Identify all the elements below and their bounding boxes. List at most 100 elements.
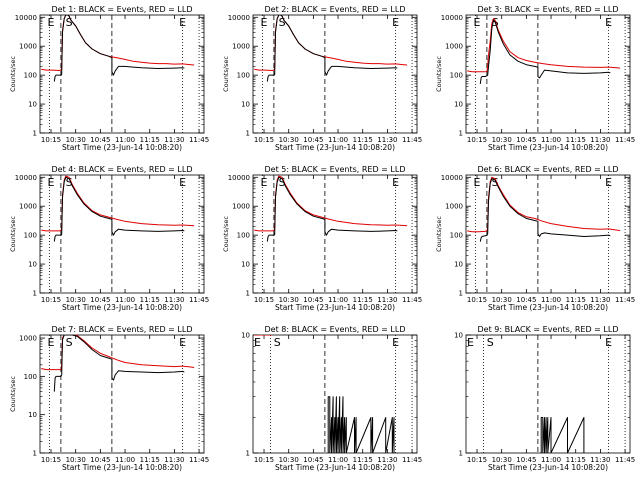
x-tick-label: 11:15: [353, 136, 373, 144]
x-axis-label: Start Time (23-Jun-14 10:08:20): [275, 303, 395, 312]
x-axis-label: Start Time (23-Jun-14 10:08:20): [275, 143, 395, 152]
y-tick-label: 10: [454, 101, 463, 109]
y-tick-label: 10: [241, 261, 250, 269]
x-tick-label: 10:15: [254, 296, 274, 304]
event-marker-e: E: [474, 176, 481, 189]
x-tick-label: 10:30: [279, 296, 299, 304]
x-tick-label: 10:15: [467, 456, 487, 464]
event-marker-e: E: [467, 336, 474, 349]
x-tick-label: 10:30: [492, 456, 512, 464]
x-tick-label: 10:15: [254, 456, 274, 464]
events-series-line: [53, 335, 185, 392]
x-tick-label: 10:45: [303, 136, 323, 144]
events-series-line: [53, 176, 185, 242]
y-tick-label: 10000: [228, 174, 250, 182]
x-tick-label: 10:45: [516, 136, 536, 144]
plot-frame: [465, 174, 631, 294]
x-axis-label: Start Time (23-Jun-14 10:08:20): [62, 143, 182, 152]
x-tick-label: 11:30: [590, 296, 610, 304]
y-tick-label: 1000: [232, 43, 250, 51]
x-tick-label: 10:45: [516, 296, 536, 304]
plot-frame: [39, 174, 205, 294]
event-marker-e: E: [48, 336, 55, 349]
y-tick-label: 1000: [445, 43, 463, 51]
events-series-line: [540, 417, 585, 453]
x-tick-label: 11:45: [189, 456, 209, 464]
x-tick-label: 11:00: [541, 136, 561, 144]
y-tick-label: 100: [450, 232, 463, 240]
detector-panel: Det 2: BLACK = Events, RED = LLD 10:15 10:…: [222, 5, 422, 152]
panel-title: Det 2: BLACK = Events, RED = LLD: [265, 5, 406, 14]
event-marker-e: E: [179, 16, 186, 29]
x-tick-label: 11:30: [377, 296, 397, 304]
panel-title: Det 5: BLACK = Events, RED = LLD: [265, 165, 406, 174]
y-axis-label: Counts/sec: [9, 376, 17, 412]
plot-frame: [465, 14, 631, 134]
y-tick-label: 100: [450, 72, 463, 80]
y-tick-label: 1: [33, 450, 37, 458]
lld-series-line: [41, 175, 195, 232]
y-axis-label: Counts/sec: [222, 56, 230, 92]
y-tick-label: 10: [454, 332, 463, 340]
y-tick-label: 1: [246, 450, 250, 458]
events-series-line: [266, 15, 398, 82]
panel-title: Det 7: BLACK = Events, RED = LLD: [52, 325, 193, 334]
x-tick-label: 10:15: [41, 456, 61, 464]
event-marker-e: E: [261, 16, 268, 29]
x-tick-label: 11:00: [115, 456, 135, 464]
y-axis-label: Counts/sec: [435, 56, 443, 92]
y-tick-label: 1000: [232, 203, 250, 211]
y-tick-label: 100: [237, 232, 250, 240]
x-tick-label: 10:30: [66, 136, 86, 144]
event-marker-s: S: [66, 16, 73, 29]
x-tick-label: 11:15: [353, 456, 373, 464]
event-marker-s: S: [274, 336, 281, 349]
detector-panel: Det 4: BLACK = Events, RED = LLD 10:15 10:…: [9, 165, 209, 312]
x-axis-label: Start Time (23-Jun-14 10:08:20): [488, 463, 608, 472]
event-marker-s: S: [279, 16, 286, 29]
y-tick-label: 10000: [15, 14, 37, 22]
x-tick-label: 10:45: [516, 456, 536, 464]
plot-frame: [39, 334, 205, 454]
x-tick-label: 10:15: [41, 136, 61, 144]
panel-title: Det 6: BLACK = Events, RED = LLD: [478, 165, 619, 174]
x-tick-label: 11:00: [541, 456, 561, 464]
x-tick-label: 10:45: [90, 296, 110, 304]
y-tick-label: 10000: [441, 174, 463, 182]
y-tick-label: 1: [459, 290, 463, 298]
y-axis-label: Counts/sec: [9, 216, 17, 252]
detector-panel: Det 5: BLACK = Events, RED = LLD 10:15 10:…: [222, 165, 422, 312]
y-tick-label: 100: [24, 373, 37, 381]
y-tick-label: 1: [33, 290, 37, 298]
panel-title: Det 9: BLACK = Events, RED = LLD: [478, 325, 619, 334]
y-tick-label: 1: [33, 130, 37, 138]
y-tick-label: 1000: [19, 203, 37, 211]
y-tick-label: 10000: [228, 14, 250, 22]
x-tick-label: 11:15: [566, 456, 586, 464]
x-tick-label: 10:45: [303, 456, 323, 464]
panel-title: Det 4: BLACK = Events, RED = LLD: [52, 165, 193, 174]
x-tick-label: 11:45: [615, 456, 635, 464]
x-axis-label: Start Time (23-Jun-14 10:08:20): [488, 303, 608, 312]
x-tick-label: 10:30: [66, 456, 86, 464]
x-tick-label: 10:30: [279, 456, 299, 464]
x-tick-label: 11:30: [164, 456, 184, 464]
panel-title: Det 1: BLACK = Events, RED = LLD: [52, 5, 193, 14]
x-tick-label: 11:15: [140, 136, 160, 144]
event-marker-e: E: [605, 336, 612, 349]
x-tick-label: 11:00: [328, 456, 348, 464]
x-tick-label: 11:45: [615, 296, 635, 304]
x-tick-label: 10:45: [90, 136, 110, 144]
event-marker-e: E: [392, 16, 399, 29]
x-tick-label: 11:00: [328, 136, 348, 144]
y-tick-label: 10: [28, 411, 37, 419]
x-axis-label: Start Time (23-Jun-14 10:08:20): [275, 463, 395, 472]
y-tick-label: 10: [28, 261, 37, 269]
event-marker-e: E: [605, 16, 612, 29]
x-tick-label: 10:45: [90, 456, 110, 464]
x-tick-label: 11:45: [402, 136, 422, 144]
x-axis-label: Start Time (23-Jun-14 10:08:20): [62, 303, 182, 312]
lld-series-line: [467, 176, 621, 233]
x-axis-label: Start Time (23-Jun-14 10:08:20): [488, 143, 608, 152]
